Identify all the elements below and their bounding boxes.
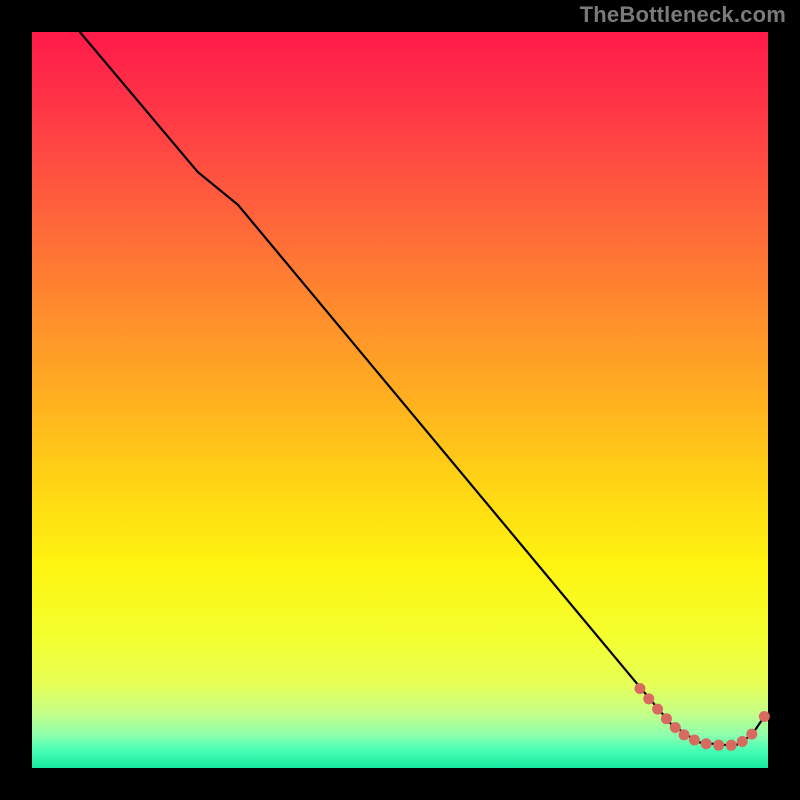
data-marker xyxy=(634,683,645,694)
data-marker xyxy=(643,693,654,704)
bottleneck-chart xyxy=(0,0,800,800)
watermark-text: TheBottleneck.com xyxy=(580,2,786,28)
data-marker xyxy=(713,740,724,751)
data-marker xyxy=(661,713,672,724)
data-marker xyxy=(679,729,690,740)
data-marker xyxy=(746,729,757,740)
data-marker xyxy=(701,738,712,749)
data-marker xyxy=(759,711,770,722)
data-marker xyxy=(737,736,748,747)
data-marker xyxy=(726,740,737,751)
data-marker xyxy=(670,722,681,733)
data-marker xyxy=(652,704,663,715)
data-marker xyxy=(689,735,700,746)
